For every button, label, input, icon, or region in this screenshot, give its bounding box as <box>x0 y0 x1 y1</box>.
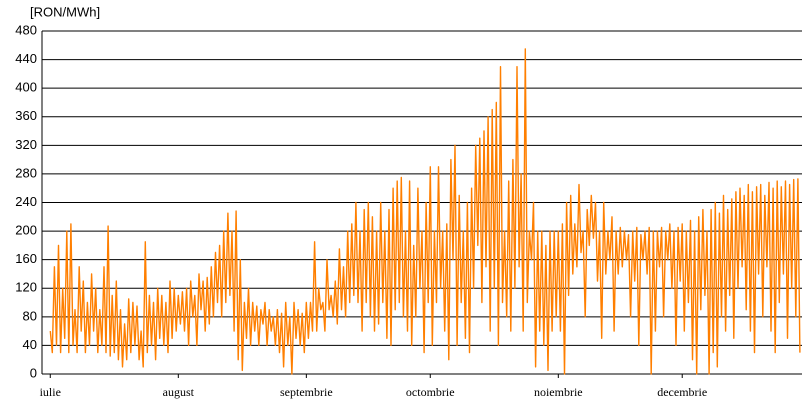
x-tick-label: decembrie <box>657 385 707 399</box>
x-tick-label: iulie <box>40 385 61 399</box>
x-tick-label: septembrie <box>280 385 333 399</box>
x-tick-label: octombrie <box>406 385 455 399</box>
y-tick-label: 160 <box>15 251 37 266</box>
y-tick-label: 480 <box>15 22 37 37</box>
y-tick-label: 320 <box>15 137 37 152</box>
y-tick-label: 240 <box>15 194 37 209</box>
y-tick-label: 360 <box>15 108 37 123</box>
y-tick-label: 40 <box>23 337 37 352</box>
y-tick-label: 400 <box>15 80 37 95</box>
y-tick-label: 80 <box>23 308 37 323</box>
series-line <box>49 48 801 375</box>
y-tick-label: 0 <box>30 365 37 380</box>
y-tick-label: 440 <box>15 51 37 66</box>
y-tick-label: 120 <box>15 280 37 295</box>
y-axis-label: [RON/MWh] <box>30 4 100 19</box>
x-tick-label: august <box>163 385 195 399</box>
y-tick-label: 200 <box>15 223 37 238</box>
y-tick-label: 280 <box>15 165 37 180</box>
x-tick-label: noiembrie <box>534 385 583 399</box>
